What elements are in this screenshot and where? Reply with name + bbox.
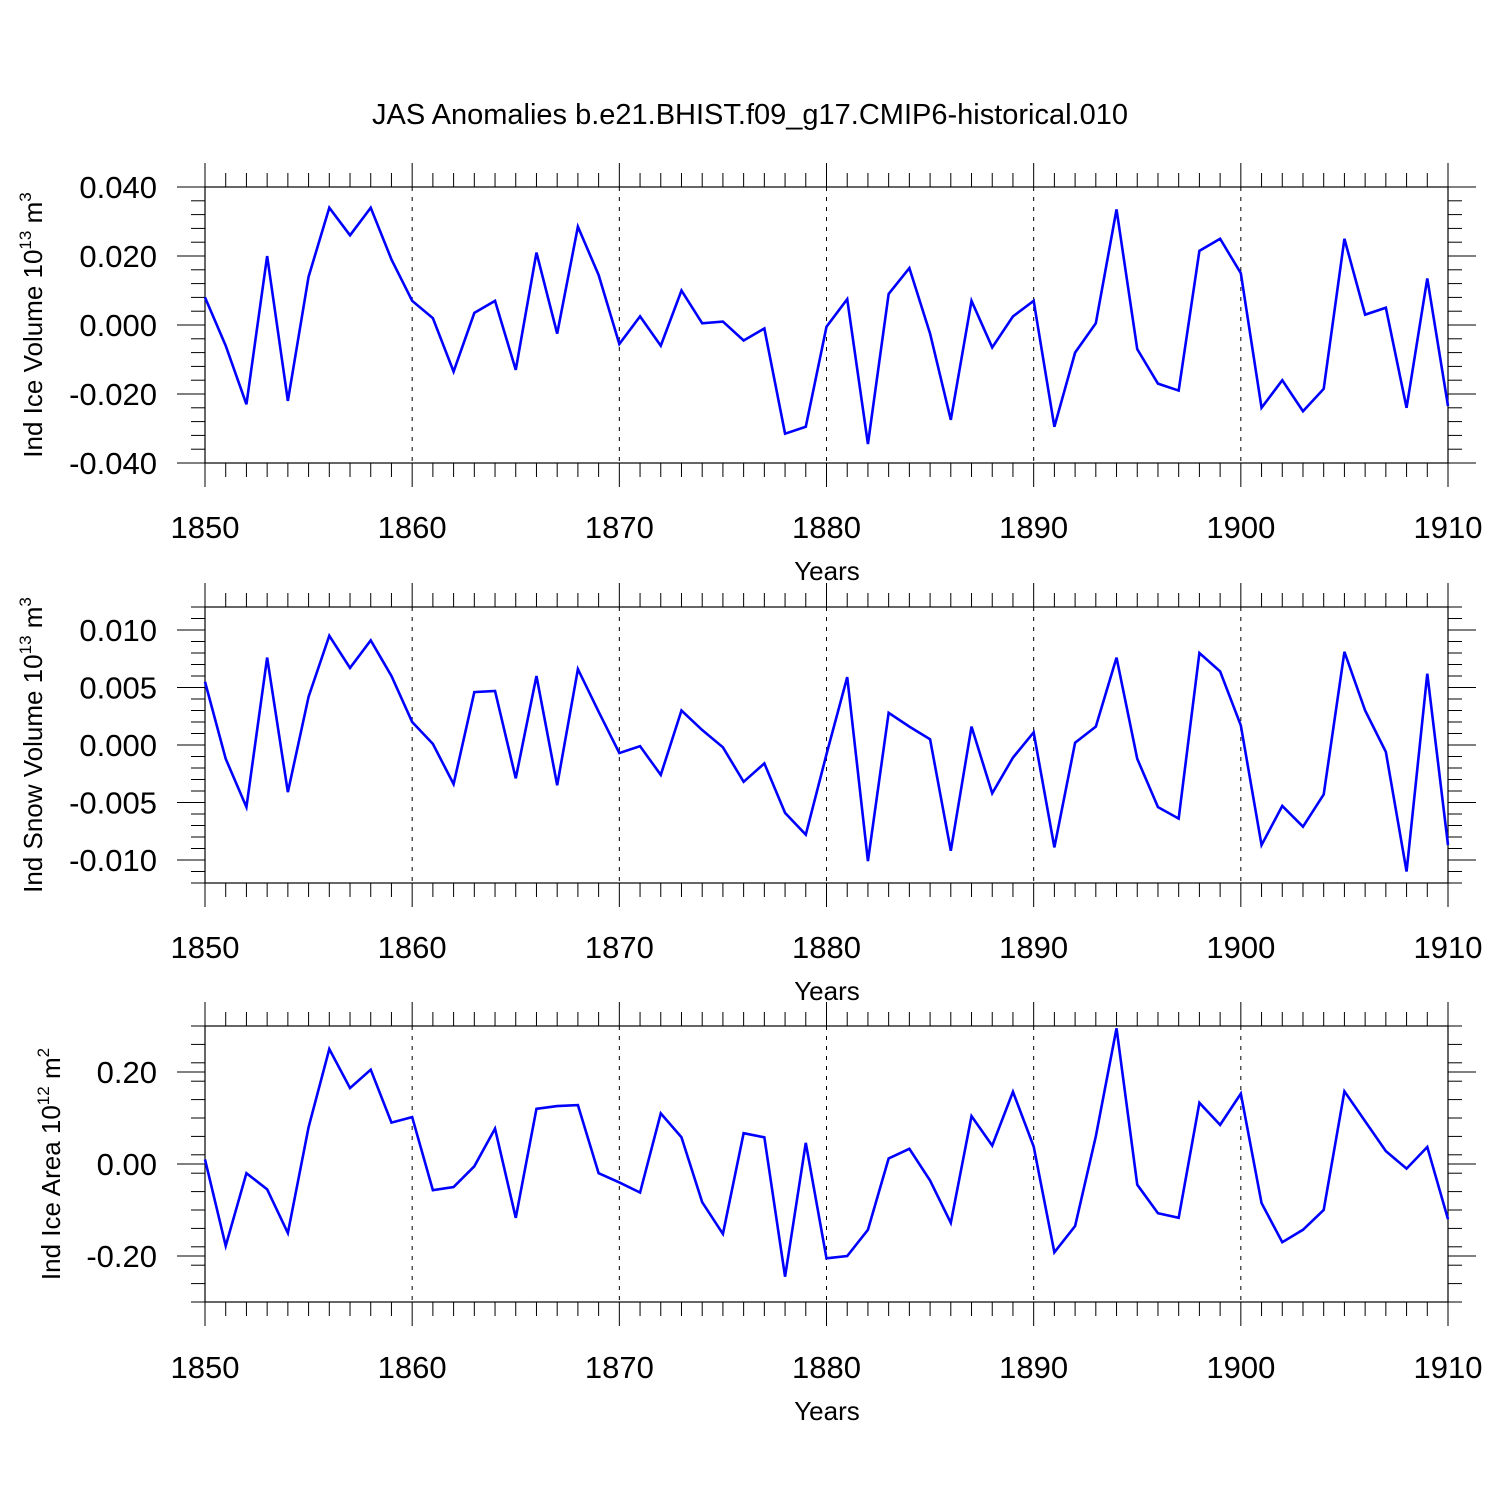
plot-snow-volume: 1850 1860 1870 1880 1890 1900 1910 -0.010 -0.005… bbox=[69, 583, 1482, 965]
x-tick-label: 1880 bbox=[792, 510, 861, 545]
x-tick-label: 1870 bbox=[585, 510, 654, 545]
ylabel-snow-volume: Ind Snow Volume 1013 m3 bbox=[16, 597, 48, 893]
y-tick-label: 0.000 bbox=[79, 728, 157, 763]
y-tick-label: -0.020 bbox=[69, 377, 157, 412]
svg-text:Ind Snow Volume 1013 m3: Ind Snow Volume 1013 m3 bbox=[16, 597, 48, 893]
xlabel-ice-volume: Years bbox=[794, 556, 860, 586]
xlabel-ice-area: Years bbox=[794, 1396, 860, 1426]
series-line-snow-volume bbox=[203, 632, 1450, 872]
y-tick-label: 0.005 bbox=[79, 671, 157, 706]
ylabel-ice-area: Ind Ice Area 1012 m2 bbox=[34, 1048, 66, 1280]
plot-ice-area: 1850 1860 1870 1880 1890 1900 1910 -0.20 0.00 0.2… bbox=[86, 1002, 1482, 1385]
x-tick-label: 1860 bbox=[378, 510, 447, 545]
x-tick-label: 1900 bbox=[1206, 510, 1275, 545]
svg-text:Ind Ice Area 1012 m2: Ind Ice Area 1012 m2 bbox=[34, 1048, 66, 1280]
x-tick-label: 1890 bbox=[999, 1350, 1068, 1385]
y-tick-label: -0.20 bbox=[86, 1239, 157, 1274]
x-tick-label: 1910 bbox=[1414, 1350, 1483, 1385]
x-tick-label: 1860 bbox=[378, 930, 447, 965]
svg-text:Ind Ice Volume 1013 m3: Ind Ice Volume 1013 m3 bbox=[16, 192, 48, 457]
y-tick-label: 0.010 bbox=[79, 613, 157, 648]
x-tick-label: 1890 bbox=[999, 510, 1068, 545]
y-tick-label: 0.000 bbox=[79, 308, 157, 343]
x-tick-label: 1850 bbox=[171, 510, 240, 545]
y-tick-label: -0.005 bbox=[69, 786, 157, 821]
y-tick-label: 0.020 bbox=[79, 239, 157, 274]
x-tick-label: 1900 bbox=[1206, 930, 1275, 965]
xlabel-snow-volume: Years bbox=[794, 976, 860, 1006]
x-tick-label: 1910 bbox=[1414, 930, 1483, 965]
x-tick-label: 1910 bbox=[1414, 510, 1483, 545]
x-tick-label: 1890 bbox=[999, 930, 1068, 965]
x-tick-label: 1850 bbox=[171, 930, 240, 965]
figure-title: JAS Anomalies b.e21.BHIST.f09_g17.CMIP6-… bbox=[372, 99, 1128, 131]
x-tick-label: 1870 bbox=[585, 1350, 654, 1385]
y-tick-label: -0.040 bbox=[69, 446, 157, 481]
x-tick-label: 1880 bbox=[792, 930, 861, 965]
y-tick-label: 0.040 bbox=[79, 170, 157, 205]
ylabel-ice-volume: Ind Ice Volume 1013 m3 bbox=[16, 192, 48, 457]
panel-snow-volume: Ind Snow Volume 1013 m3 Years bbox=[16, 597, 860, 1006]
series-line-ice-volume bbox=[203, 204, 1450, 445]
x-tick-label: 1870 bbox=[585, 930, 654, 965]
plot-ice-volume: 1850 1860 1870 1880 1890 1900 1910 -0.040 -0.020… bbox=[69, 163, 1482, 545]
y-tick-label: -0.010 bbox=[69, 843, 157, 878]
x-tick-label: 1860 bbox=[378, 1350, 447, 1385]
panel-ice-area: Ind Ice Area 1012 m2 Years bbox=[34, 1048, 860, 1426]
y-tick-label: 0.00 bbox=[97, 1147, 157, 1182]
x-tick-label: 1880 bbox=[792, 1350, 861, 1385]
y-tick-label: 0.20 bbox=[97, 1055, 157, 1090]
series-line-ice-area bbox=[203, 1028, 1450, 1277]
panel-ice-volume: Ind Ice Volume 1013 m3 Years bbox=[16, 192, 860, 586]
x-tick-label: 1900 bbox=[1206, 1350, 1275, 1385]
x-tick-label: 1850 bbox=[171, 1350, 240, 1385]
